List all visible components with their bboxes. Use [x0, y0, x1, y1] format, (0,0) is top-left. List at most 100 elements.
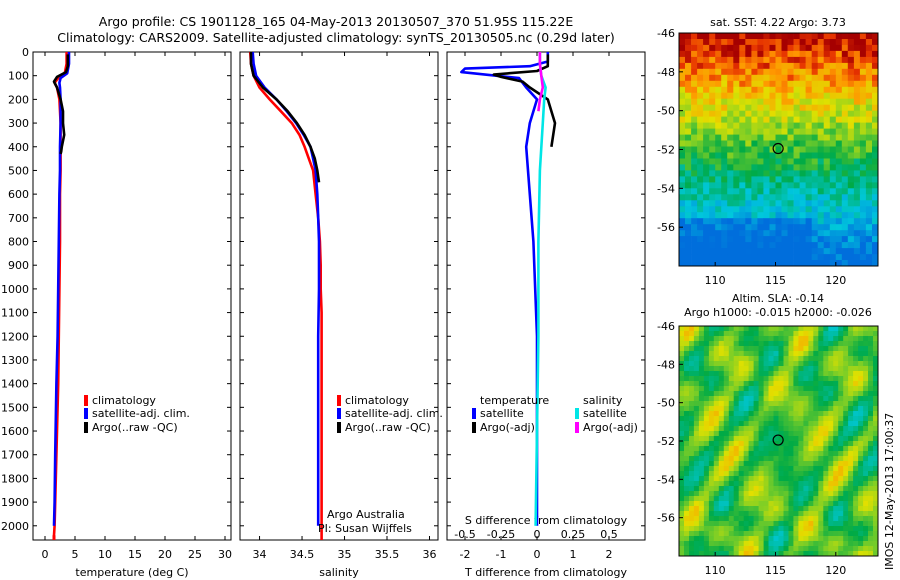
- map-cell: [793, 80, 800, 88]
- map-cell: [773, 526, 779, 532]
- map-cell: [787, 188, 794, 195]
- map-cell: [693, 406, 700, 412]
- map-cell: [847, 254, 855, 261]
- map-cell: [835, 212, 843, 219]
- map-cell: [787, 44, 794, 52]
- map-cell: [803, 341, 809, 347]
- map-cell: [679, 104, 686, 112]
- map-cell: [823, 441, 829, 447]
- map-cell: [811, 242, 819, 249]
- map-cell: [829, 68, 837, 76]
- map-cell: [751, 158, 758, 165]
- map-cell: [858, 361, 864, 367]
- map-cell: [868, 511, 874, 517]
- map-cell: [803, 461, 809, 467]
- map-cell: [838, 456, 844, 462]
- map-cell: [679, 74, 686, 82]
- x2-axis-label: S difference from climatology: [465, 514, 628, 527]
- map-cell: [763, 62, 770, 70]
- map-cell: [838, 521, 844, 527]
- map-cell: [843, 481, 849, 487]
- map-cell: [848, 506, 854, 512]
- map-cell: [788, 531, 794, 537]
- map-cell: [733, 128, 740, 135]
- map-cell: [828, 491, 834, 497]
- map-cell: [718, 446, 725, 452]
- map-cell: [753, 486, 759, 492]
- map-cell: [703, 461, 710, 467]
- map-cell: [858, 461, 864, 467]
- map-cell: [775, 50, 782, 58]
- map-cell: [685, 158, 692, 165]
- map-cell: [775, 39, 782, 46]
- map-cell: [805, 86, 812, 94]
- map-cell: [858, 416, 864, 422]
- map-cell: [753, 346, 759, 352]
- map-cell: [753, 326, 759, 332]
- map-cell: [787, 212, 794, 219]
- map-cell: [803, 331, 809, 337]
- map-cell: [859, 224, 867, 231]
- map-cell: [684, 531, 690, 537]
- map-cell: [865, 206, 873, 213]
- series-line-climatology: [248, 51, 323, 540]
- map-cell: [769, 254, 776, 261]
- map-cell: [703, 501, 710, 507]
- map-cell: [805, 224, 812, 231]
- map-cell: [818, 546, 824, 552]
- map-cell: [698, 326, 705, 332]
- map-cell: [773, 521, 779, 527]
- map-cell: [679, 98, 686, 106]
- map-cell: [748, 551, 754, 557]
- map-cell: [798, 456, 804, 462]
- map-cell: [691, 33, 698, 40]
- map-cell: [808, 511, 814, 517]
- map-cell: [873, 436, 879, 442]
- map-cell: [763, 436, 769, 442]
- map-cell: [739, 92, 746, 100]
- map-cell: [753, 496, 759, 502]
- map-cell: [703, 496, 710, 502]
- map-cell: [787, 170, 794, 177]
- map-cell: [715, 242, 722, 249]
- map-cell: [679, 481, 685, 487]
- map-cell: [748, 386, 754, 392]
- map-cell: [818, 436, 824, 442]
- map-cell: [698, 381, 705, 387]
- map-cell: [739, 254, 746, 261]
- map-cell: [743, 451, 750, 457]
- map-cell: [745, 98, 752, 106]
- map-cell: [808, 406, 814, 412]
- map-cell: [828, 546, 834, 552]
- map-cell: [715, 74, 722, 82]
- map-cell: [811, 128, 819, 135]
- map-cell: [728, 371, 735, 377]
- map-cell: [829, 248, 837, 255]
- map-cell: [768, 386, 774, 392]
- map-cell: [679, 110, 686, 118]
- map-cell: [872, 68, 879, 76]
- map-cell: [733, 386, 740, 392]
- map-cell: [733, 486, 740, 492]
- map-cell: [679, 446, 685, 452]
- map-cell: [697, 128, 704, 135]
- map-cell: [773, 406, 779, 412]
- map-cell: [693, 466, 700, 472]
- map-cell: [817, 92, 825, 100]
- map-cell: [858, 546, 864, 552]
- map-cell: [691, 128, 698, 135]
- map-cell: [853, 491, 859, 497]
- map-cell: [708, 341, 715, 347]
- map-cell: [685, 260, 692, 267]
- map-cell: [758, 461, 764, 467]
- map-cell: [738, 511, 745, 517]
- map-cell: [703, 396, 710, 402]
- map-cell: [679, 140, 686, 147]
- map-cell: [793, 361, 799, 367]
- map-cell: [817, 158, 825, 165]
- map-cell: [778, 476, 784, 482]
- map-cell: [718, 416, 725, 422]
- map-cell: [763, 230, 770, 237]
- map-cell: [833, 546, 839, 552]
- argo-position-marker: [772, 434, 784, 446]
